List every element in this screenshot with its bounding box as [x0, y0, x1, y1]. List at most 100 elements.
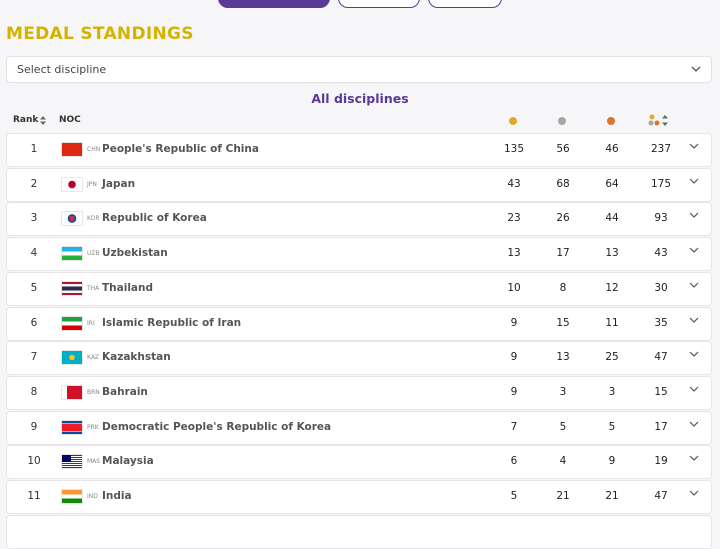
discipline-select[interactable]: Select discipline	[6, 56, 712, 83]
tab[interactable]: MEDAL STANDINGS	[218, 0, 330, 8]
country-code: JPN	[87, 180, 97, 188]
total-icon[interactable]	[648, 114, 670, 127]
table-row[interactable]: 8 BRN Bahrain 9 3 3 15	[6, 375, 712, 410]
gold-count: 9	[510, 351, 518, 364]
bronze-count: 64	[605, 177, 619, 190]
table-row[interactable]: 10 MAS Malaysia 6 4 9 19	[6, 445, 712, 480]
gold-count: 135	[503, 143, 525, 155]
expand-icon[interactable]	[689, 176, 699, 184]
tab[interactable]: MEDALLISTS	[338, 0, 420, 8]
country-name: Uzbekistan	[102, 247, 168, 260]
silver-count: 5	[559, 420, 567, 433]
expand-icon[interactable]	[689, 488, 699, 496]
flag	[62, 177, 82, 191]
flag	[62, 143, 82, 156]
country-code: UZB	[87, 250, 100, 258]
silver-count: 21	[556, 490, 570, 502]
expand-icon[interactable]	[689, 419, 699, 427]
country-code: KOR	[87, 215, 100, 223]
table-row[interactable]: 6 IRI Islamic Republic of Iran 9 15 11 35	[6, 306, 712, 341]
rank: 8	[30, 385, 38, 398]
chevron	[689, 143, 699, 149]
total-count: 237	[650, 143, 672, 155]
chevron	[689, 212, 699, 219]
flag	[62, 385, 82, 399]
flag	[62, 212, 82, 226]
total-count: 30	[654, 281, 668, 294]
table-row[interactable]: 5 THA Thailand 10 8 12 30	[6, 271, 712, 306]
rank: 5	[30, 281, 38, 294]
table-row[interactable]: 2 JPN Japan 43 68 64 175	[6, 167, 712, 202]
flag	[62, 455, 82, 469]
chevron	[689, 317, 699, 323]
silver-count: 26	[556, 212, 570, 225]
rank: 6	[30, 316, 38, 329]
country-name: People's Republic of China	[102, 143, 259, 155]
page-title: MEDAL STANDINGS	[6, 24, 194, 44]
gold-count: 13	[507, 247, 521, 260]
sort-icon[interactable]	[40, 116, 46, 125]
flag	[62, 281, 82, 295]
gold-count: 5	[510, 490, 518, 502]
country-name: Japan	[102, 177, 136, 190]
column-header[interactable]: Rank	[13, 115, 39, 125]
table-row[interactable]: 9 PRK Democratic People's Republic of Kore…	[6, 410, 712, 445]
table-row[interactable]: 7 KAZ Kazakhstan 9 13 25 47	[6, 341, 712, 376]
country-code: CHN	[87, 146, 101, 153]
country-code: THA	[87, 284, 100, 292]
total-count: 17	[654, 420, 668, 433]
country-name: Bahrain	[102, 385, 148, 398]
expand-icon[interactable]	[689, 210, 699, 219]
bronze-count: 46	[605, 143, 619, 155]
gold-count: 43	[507, 177, 521, 190]
table-row[interactable]: 1 CHN People's Republic of China 135 56 46 237	[6, 133, 712, 167]
gold-count: 6	[510, 455, 518, 468]
expand-icon[interactable]	[689, 141, 699, 149]
expand-icon[interactable]	[689, 245, 699, 253]
chevron	[689, 455, 699, 462]
silver-count: 15	[556, 316, 570, 329]
country-name: Islamic Republic of Iran	[102, 316, 242, 329]
total-count: 175	[650, 177, 672, 190]
gold-count: 9	[510, 385, 518, 398]
rank: 10	[27, 455, 41, 468]
bronze-count: 13	[605, 247, 619, 260]
country-code: IRI	[87, 319, 95, 327]
rank: 3	[30, 212, 38, 225]
gold-count: 10	[507, 281, 521, 294]
country-name: Kazakhstan	[102, 351, 171, 364]
rank: 4	[30, 247, 38, 260]
country-code: MAS	[87, 458, 101, 466]
country-name: India	[102, 490, 132, 502]
rank: 7	[30, 351, 38, 364]
expand-icon[interactable]	[689, 384, 699, 392]
country-name: Democratic People's Republic of Korea	[102, 420, 332, 433]
chevron	[689, 351, 699, 358]
tab[interactable]: CALENDAR	[428, 0, 502, 8]
expand-icon[interactable]	[689, 349, 699, 358]
page: MEDAL STANDINGS MEDALLISTS CALENDAR MEDA…	[6, 0, 712, 549]
rank: 1	[30, 143, 38, 155]
flag	[62, 351, 82, 365]
subtitle: All disciplines	[311, 91, 409, 106]
select-placeholder: Select discipline	[17, 63, 107, 76]
table-row[interactable]: 4 UZB Uzbekistan 13 17 13 43	[6, 237, 712, 272]
silver-count: 4	[559, 455, 567, 468]
flag	[62, 247, 82, 261]
gold-icon	[509, 117, 517, 125]
gold-count: 23	[507, 212, 521, 225]
country-code: IND	[87, 493, 98, 500]
gold-count: 7	[510, 420, 518, 433]
bronze-count: 25	[605, 351, 619, 364]
chevron	[689, 421, 699, 427]
expand-icon[interactable]	[689, 453, 699, 462]
table-row[interactable]: 11 IND India 5 21 21 47	[6, 480, 712, 514]
chevron	[689, 247, 699, 253]
rank: 2	[30, 177, 38, 190]
gold-count: 9	[510, 316, 518, 329]
table-row[interactable]: 3 KOR Republic of Korea 23 26 44 93	[6, 202, 712, 237]
bronze-count: 21	[605, 490, 619, 502]
expand-icon[interactable]	[689, 315, 699, 323]
bronze-count: 44	[605, 212, 619, 225]
expand-icon[interactable]	[689, 280, 699, 288]
